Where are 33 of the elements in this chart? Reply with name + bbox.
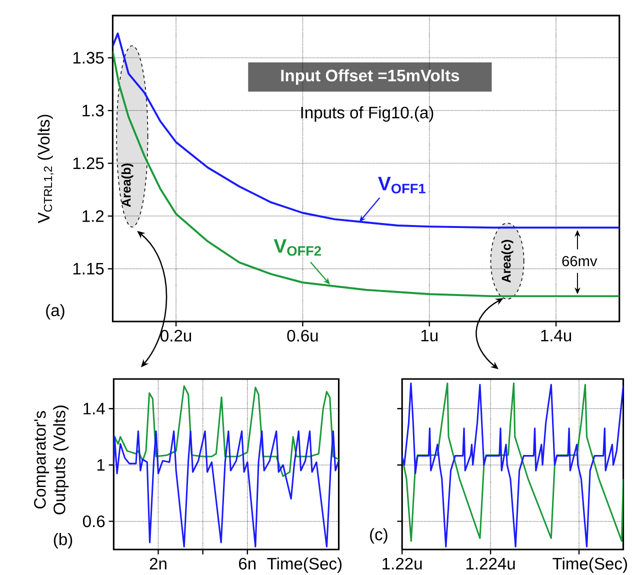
x-tick-label: 1.224u	[466, 558, 515, 570]
annotation: Area(b)	[121, 164, 134, 208]
text: (b)	[54, 533, 72, 549]
y-tick-label: 1.25	[73, 157, 104, 170]
x-tick-label: 2n	[150, 558, 166, 570]
annotation: Input Offset =15mVolts	[281, 69, 460, 85]
x-tick-label: 1.4u	[541, 330, 572, 342]
line-series	[114, 385, 339, 478]
x-tick-label: 1.22u	[382, 558, 422, 570]
series-label: V$_{OFF1}$	[378, 176, 426, 194]
y-tick-label: 0.6	[82, 516, 105, 528]
line-series	[112, 50, 620, 298]
line-series	[114, 430, 339, 548]
x-tick-label: 0.6u	[287, 330, 318, 342]
text: (c)	[370, 528, 388, 544]
y-tick-label: 1.2	[82, 210, 104, 222]
x-tick-label: 6n	[239, 558, 256, 570]
annotation: 66mv	[562, 256, 598, 266]
y-tick-label: 1	[97, 459, 105, 471]
y-axis-title: V$_{CTRL1,2}$ (Volts)	[37, 114, 54, 224]
y-axis-title: Comparator's Outputs (Volts)	[34, 406, 69, 514]
x-axis-title: Time(Sec)	[267, 557, 342, 573]
annotation: Inputs of Fig10.(a)	[301, 106, 434, 122]
y-tick-label: 1.3	[82, 104, 104, 116]
y-tick-label: 1.35	[73, 52, 104, 64]
annotation: Area(c)	[501, 240, 514, 283]
series-label: V$_{OFF2}$	[274, 239, 321, 256]
x-axis-title: Time(Sec)	[552, 557, 627, 573]
x-tick-label: 1u	[421, 330, 438, 342]
x-tick-label: 0.2u	[160, 330, 192, 342]
y-tick-label: 1.15	[73, 263, 104, 275]
y-tick-label: 1.4	[84, 402, 105, 414]
text: (a)	[46, 304, 64, 320]
